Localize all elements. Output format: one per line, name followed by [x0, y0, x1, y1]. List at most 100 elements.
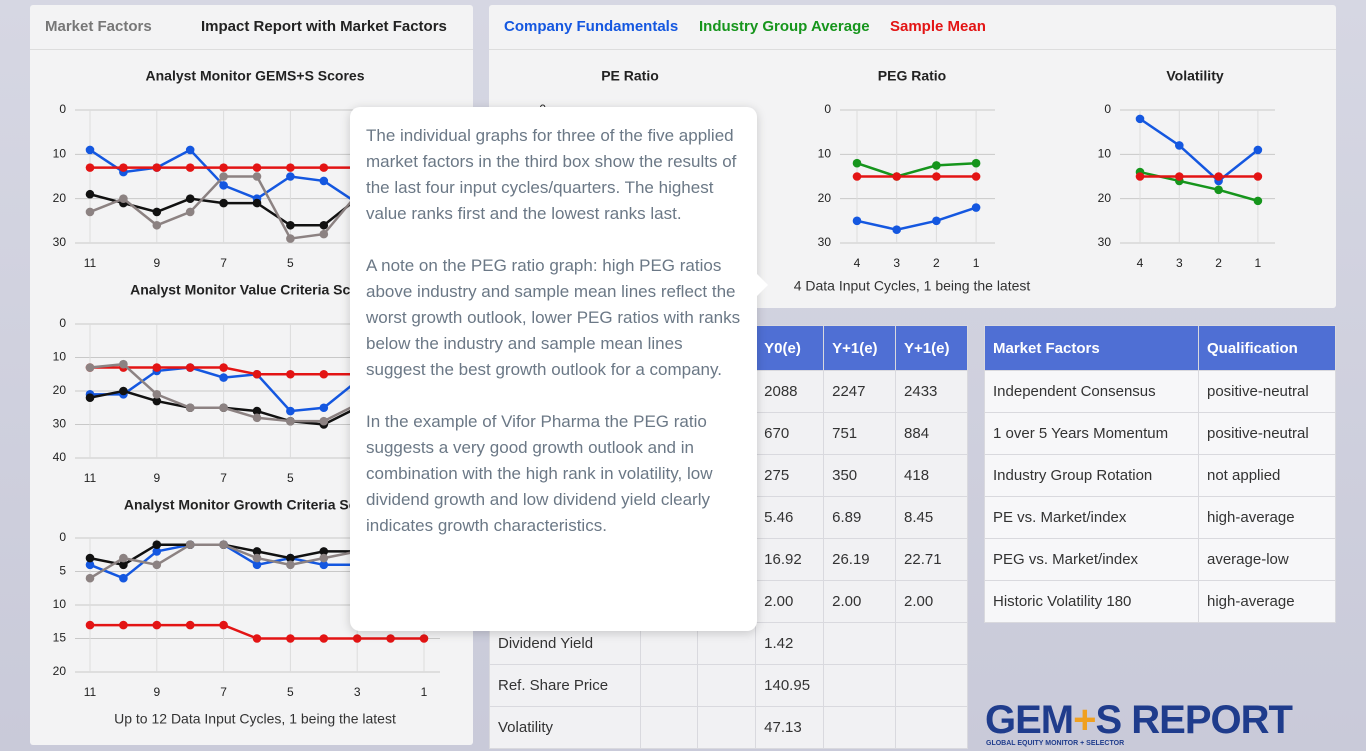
cell: [895, 706, 968, 749]
cell: high-average: [1198, 580, 1336, 623]
header-cell: Y+1(e): [823, 325, 897, 371]
cell: 670: [755, 412, 825, 455]
cell: 751: [823, 412, 897, 455]
data-point: [252, 553, 262, 563]
data-point: [119, 560, 128, 570]
cell: 350: [823, 454, 897, 497]
legend-tab: Company Fundamentals: [504, 18, 679, 35]
cell: 2.00: [823, 580, 897, 623]
cell: [697, 706, 757, 749]
y-tick-label: 40: [53, 450, 67, 464]
x-tick-label: 5: [287, 685, 294, 699]
data-point: [286, 634, 295, 643]
chart-caption: 4 Data Input Cycles, 1 being the latest: [794, 278, 1031, 294]
cell: Independent Consensus: [984, 370, 1199, 413]
y-tick-label: 30: [818, 235, 832, 249]
y-tick-label: 20: [53, 191, 67, 205]
data-point: [319, 369, 329, 379]
cell: average-low: [1198, 538, 1336, 581]
data-point: [152, 540, 162, 549]
x-tick-label: 7: [220, 256, 227, 270]
x-tick-label: 11: [84, 685, 97, 699]
tab[interactable]: Market Factors: [45, 18, 152, 35]
data-point: [152, 390, 162, 399]
data-point: [252, 172, 262, 181]
data-point: [319, 553, 329, 563]
chart-caption: Up to 12 Data Input Cycles, 1 being the …: [114, 711, 396, 727]
tooltip-paragraph: The individual graphs for three of the f…: [366, 126, 737, 223]
cell: positive-neutral: [1198, 412, 1336, 455]
data-point: [185, 163, 195, 172]
cell: 418: [895, 454, 968, 497]
chart-title: PEG Ratio: [878, 68, 946, 84]
cell: PEG vs. Market/index: [984, 538, 1199, 581]
data-point: [185, 363, 195, 372]
y-tick-label: 0: [59, 316, 66, 330]
cell: [895, 622, 968, 665]
data-point: [252, 634, 262, 643]
row-label: Ref. Share Price: [489, 664, 641, 707]
cell: 22.71: [895, 538, 968, 581]
data-point: [286, 560, 295, 570]
data-point: [319, 560, 329, 570]
y-tick-label: 0: [1104, 102, 1111, 116]
chart-title: Analyst Monitor Growth Criteria Scores: [124, 497, 386, 513]
data-point: [219, 172, 228, 181]
logo-text: S REPORT: [1095, 698, 1292, 742]
header-cell: Y+1(e): [895, 325, 968, 371]
y-tick-label: 30: [53, 417, 67, 431]
cell: 2088: [755, 370, 825, 413]
data-point: [971, 158, 981, 168]
data-point: [85, 553, 95, 563]
series-line: [856, 161, 977, 178]
logo: GEM+S REPORT: [985, 698, 1293, 743]
table-row: Industry Group Rotation not applied: [984, 454, 1336, 497]
data-point: [286, 163, 295, 172]
cell: [697, 664, 757, 707]
logo-tagline: GLOBAL EQUITY MONITOR + SELECTOR: [986, 740, 1125, 747]
data-point: [286, 172, 295, 181]
data-point: [152, 620, 162, 630]
table-row: PEG vs. Market/index average-low: [984, 538, 1336, 581]
x-tick-label: 4: [854, 256, 861, 270]
cell: 47.13: [755, 706, 825, 749]
x-tick-label: 1: [421, 685, 428, 699]
data-point: [152, 220, 162, 230]
header-cell: Qualification: [1198, 325, 1336, 371]
data-point: [319, 229, 329, 239]
data-point: [286, 416, 295, 426]
y-tick-label: 20: [53, 664, 67, 678]
series-line: [1139, 117, 1259, 183]
cell: PE vs. Market/index: [984, 496, 1199, 539]
tab[interactable]: Impact Report with Market Factors: [201, 18, 447, 35]
x-tick-label: 5: [287, 471, 294, 485]
data-point: [152, 163, 162, 172]
data-point: [119, 359, 128, 369]
cell: [823, 706, 897, 749]
y-tick-label: 15: [53, 631, 67, 645]
header-row: Market Factors Qualification: [984, 325, 1336, 371]
chart-title: Analyst Monitor Value Criteria Scores: [130, 282, 380, 298]
data-point: [252, 198, 262, 208]
x-tick-label: 3: [1176, 256, 1183, 270]
y-tick-label: 20: [1098, 191, 1112, 205]
x-tick-label: 1: [1255, 256, 1262, 270]
cell: 16.92: [755, 538, 825, 581]
y-tick-label: 10: [53, 147, 67, 161]
x-tick-label: 9: [153, 471, 160, 485]
data-point: [932, 161, 941, 170]
x-tick-label: 7: [220, 471, 227, 485]
data-point: [419, 634, 429, 643]
y-tick-label: 30: [1098, 235, 1112, 249]
data-point: [852, 158, 862, 168]
cell: 2.00: [755, 580, 825, 623]
x-tick-label: 2: [1215, 256, 1222, 270]
cell: not applied: [1198, 454, 1336, 497]
table-row: 1 over 5 Years Momentum positive-neutral: [984, 412, 1336, 455]
cell: [895, 664, 968, 707]
data-point: [319, 403, 329, 413]
data-point: [85, 620, 95, 630]
y-tick-label: 0: [824, 102, 831, 116]
data-point: [252, 163, 262, 172]
